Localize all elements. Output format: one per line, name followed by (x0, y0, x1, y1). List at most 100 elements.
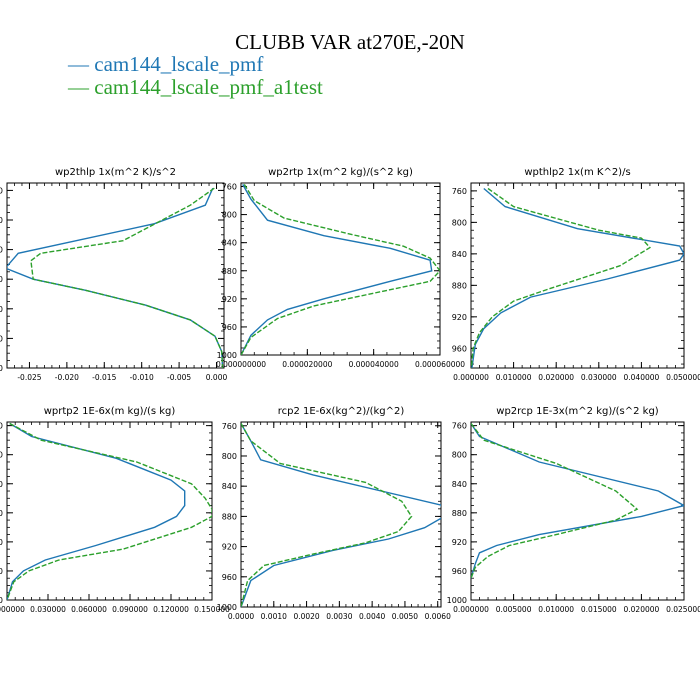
panel-5-title: rcp2 1E-6x(kg^2)/(kg^2) (278, 406, 405, 417)
panel-1-ytick-label: 800 (0, 216, 3, 225)
panel-4-ytick-label: 840 (0, 480, 3, 489)
panel-1-ytick-label: 840 (0, 246, 3, 255)
panel-2-ytick-label: 1000 (217, 351, 237, 360)
panel-6-xtick-label: 0.000000 (453, 605, 489, 614)
legend-label-green: cam144_lscale_pmf_a1test (94, 75, 323, 99)
panel-4-xtick-label: 0.000000 (0, 605, 25, 614)
panel-3-ytick-label: 840 (452, 250, 467, 259)
panel-1-xtick-label: 0.000 (206, 373, 228, 382)
panel-4-ytick-label: 960 (0, 567, 3, 576)
legend-swatch-blue: — (68, 52, 95, 76)
panel-5-series-blue-line (241, 423, 441, 607)
panel-5-ytick-label: 800 (222, 452, 237, 461)
panel-3-title: wpthlp2 1x(m K^2)/s (524, 167, 630, 178)
panel-5-xtick-label: 0.0040 (359, 612, 385, 621)
panel-6-title: wp2rcp 1E-3x(m^2 kg)/(s^2 kg) (496, 406, 659, 417)
panel-2-xtick-label: 0.000040000 (349, 360, 399, 369)
panel-1-ytick-label: 880 (0, 275, 3, 284)
panel-6-xtick-label: 0.020000 (624, 605, 660, 614)
panel-1-ytick-label: 920 (0, 305, 3, 314)
panel-1-ytick-label: 960 (0, 334, 3, 343)
panel-2-frame (240, 182, 441, 356)
panel-1-frame (6, 182, 225, 369)
panel-2-ytick-label: 760 (222, 183, 237, 192)
panel-4-ytick-label: 800 (0, 451, 3, 460)
panel-1-xtick-label: -0.020 (55, 373, 79, 382)
figure-title: CLUBB VAR at270E,-20N (235, 30, 465, 54)
panel-2-ytick-label: 960 (222, 323, 237, 332)
panel-4-series-blue-line (7, 422, 186, 600)
legend-swatch-green: — (68, 75, 95, 99)
panel-6-xtick-label: 0.015000 (581, 605, 617, 614)
panel-5-ytick-label: 760 (222, 422, 237, 431)
panel-5-xtick-label: 0.0020 (293, 612, 319, 621)
panel-3-ytick-label: 760 (452, 187, 467, 196)
panel-4-ytick-label: 1000 (0, 596, 3, 605)
panel-6-ytick-label: 880 (452, 509, 467, 518)
panel-1-ytick-label: 1000 (0, 364, 3, 373)
panel-6-ytick-label: 760 (452, 422, 467, 431)
panel-4-ytick-label: 920 (0, 538, 3, 547)
panel-6-frame (470, 421, 685, 601)
panel-6-series-blue-line (471, 423, 684, 579)
panel-1-xtick-label: -0.015 (92, 373, 116, 382)
panel-6-xtick-label: 0.005000 (496, 605, 532, 614)
panel-4-xtick-label: 0.120000 (153, 605, 189, 614)
panel-6-ytick-label: 960 (452, 567, 467, 576)
panel-3-frame (470, 182, 685, 369)
panel-5-ytick-label: 960 (222, 573, 237, 582)
panel-2-xtick-label: 0.000060000 (415, 360, 465, 369)
panel-4-xtick-label: 0.090000 (112, 605, 148, 614)
panel-5-ytick-label: 920 (222, 543, 237, 552)
panel-3-ytick-label: 880 (452, 281, 467, 290)
panel-3-xtick-label: 0.000000 (453, 373, 489, 382)
panel-3-ytick-label: 920 (452, 313, 467, 322)
panel-5-ytick-label: 1000 (217, 603, 237, 612)
panel-6-ytick-label: 800 (452, 451, 467, 460)
panel-5-xtick-label: 0.0050 (392, 612, 418, 621)
panel-4-ytick-label: 760 (0, 422, 3, 431)
panel-1-xtick-label: -0.010 (130, 373, 154, 382)
panel-4-series-green-line (7, 422, 212, 600)
panel-6-xtick-label: 0.010000 (538, 605, 574, 614)
panel-3-xtick-label: 0.030000 (581, 373, 617, 382)
panel-5-xtick-label: 0.0030 (326, 612, 352, 621)
panel-2-ytick-label: 920 (222, 295, 237, 304)
panel-5-ytick-label: 840 (222, 482, 237, 491)
panel-2-xtick-label: 0.000020000 (282, 360, 332, 369)
panel-5-xtick-label: 0.0060 (425, 612, 451, 621)
panel-3-ytick-label: 960 (452, 344, 467, 353)
panel-4-title: wprtp2 1E-6x(m kg)/(s kg) (44, 406, 176, 417)
panel-3-series-blue-line (471, 187, 684, 368)
panel-3-xtick-label: 0.040000 (624, 373, 660, 382)
panel-2-ytick-label: 800 (222, 211, 237, 220)
panel-2-ytick-label: 840 (222, 239, 237, 248)
panel-5-series-green-line (241, 423, 413, 607)
panel-4-xtick-label: 0.060000 (71, 605, 107, 614)
panel-6-xtick-label: 0.025000 (666, 605, 700, 614)
legend-label-blue: cam144_lscale_pmf (94, 52, 264, 76)
panel-2-title: wp2rtp 1x(m^2 kg)/(s^2 kg) (268, 167, 413, 178)
legend-entry-green: — cam144_lscale_pmf_a1test (68, 75, 323, 100)
panel-6-ytick-label: 1000 (447, 596, 467, 605)
panel-3-xtick-label: 0.010000 (496, 373, 532, 382)
panel-6-ytick-label: 840 (452, 480, 467, 489)
panel-3-series-green-line (471, 187, 651, 368)
panel-3-xtick-label: 0.050000 (666, 373, 700, 382)
panel-5-xtick-label: 0.0000 (228, 612, 254, 621)
panel-1-series-blue-line (7, 187, 224, 368)
panel-3-ytick-label: 800 (452, 218, 467, 227)
panel-4-xtick-label: 0.030000 (30, 605, 66, 614)
legend-entry-blue: — cam144_lscale_pmf (68, 52, 263, 77)
panel-6-ytick-label: 920 (452, 538, 467, 547)
panel-1-xtick-label: -0.005 (167, 373, 191, 382)
panel-5-xtick-label: 0.0010 (261, 612, 287, 621)
panel-4-xtick-label: 0.150000 (194, 605, 230, 614)
panel-2-series-blue-line (241, 184, 433, 355)
panel-1-title: wp2thlp 1x(m^2 K)/s^2 (55, 167, 176, 178)
panel-1-xtick-label: -0.025 (17, 373, 41, 382)
panel-3-xtick-label: 0.020000 (538, 373, 574, 382)
panel-4-ytick-label: 880 (0, 509, 3, 518)
panel-6-series-green-line (471, 423, 639, 579)
